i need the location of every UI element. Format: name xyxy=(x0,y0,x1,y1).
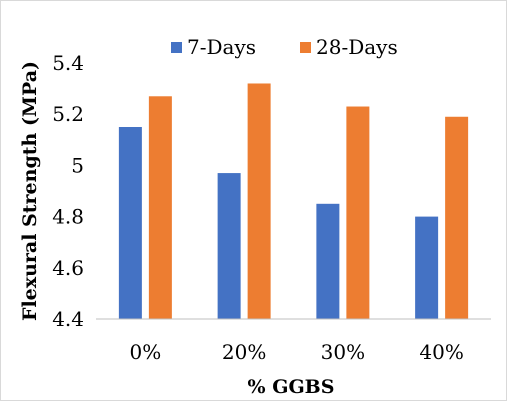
bar-chart: 7-Days 28-Days 4.4 4.6 4.8 5 5.2 5.4 0% 20% 30%… xyxy=(19,35,491,398)
y-axis-tick-labels: 4.4 4.6 4.8 5 5.2 5.4 xyxy=(52,51,84,331)
bars xyxy=(118,83,469,320)
x-category-label: 30% xyxy=(321,340,365,364)
bar-7-days-0 xyxy=(118,127,142,319)
x-category-label: 0% xyxy=(130,340,162,364)
y-tick-label: 4.6 xyxy=(52,256,84,280)
legend: 7-Days 28-Days xyxy=(171,35,398,59)
bar-28-days-0 xyxy=(148,96,172,319)
y-tick-label: 4.4 xyxy=(52,307,84,331)
y-tick-label: 5 xyxy=(71,153,84,177)
x-axis-category-labels: 0% 20% 30% 40% xyxy=(130,340,464,364)
y-tick-label: 4.8 xyxy=(52,205,84,229)
x-category-label: 20% xyxy=(222,340,266,364)
x-axis-title: % GGBS xyxy=(248,376,335,398)
legend-swatch-7-days xyxy=(171,42,182,53)
y-axis-title: Flexural Strength (MPa) xyxy=(19,61,41,321)
bar-7-days-3 xyxy=(415,216,439,319)
legend-label-28-days: 28-Days xyxy=(316,35,398,59)
bar-7-days-1 xyxy=(217,173,241,319)
legend-swatch-28-days xyxy=(300,42,311,53)
legend-label-7-days: 7-Days xyxy=(187,35,256,59)
bar-28-days-1 xyxy=(247,83,271,319)
chart-frame: 7-Days 28-Days 4.4 4.6 4.8 5 5.2 5.4 0% 20% 30%… xyxy=(0,0,507,401)
bar-7-days-2 xyxy=(316,203,340,319)
bar-28-days-3 xyxy=(445,116,469,319)
bar-28-days-2 xyxy=(346,106,370,320)
y-tick-label: 5.4 xyxy=(52,51,84,75)
y-tick-label: 5.2 xyxy=(52,102,84,126)
x-category-label: 40% xyxy=(419,340,463,364)
